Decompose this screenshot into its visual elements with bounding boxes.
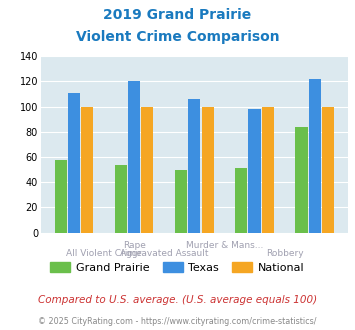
Bar [248, 109, 261, 233]
Bar [188, 99, 201, 233]
Bar [202, 107, 214, 233]
Text: 2019 Grand Prairie: 2019 Grand Prairie [103, 8, 252, 22]
Text: Murder & Mans...: Murder & Mans... [186, 241, 263, 250]
Bar [309, 79, 321, 233]
Bar [115, 165, 127, 233]
Bar [175, 170, 187, 233]
Bar [68, 93, 80, 233]
Text: Rape: Rape [123, 241, 146, 250]
Bar [81, 107, 93, 233]
Bar [141, 107, 153, 233]
Text: Violent Crime Comparison: Violent Crime Comparison [76, 30, 279, 44]
Bar [322, 107, 334, 233]
Text: Robbery: Robbery [266, 249, 304, 258]
Bar [128, 81, 140, 233]
Text: All Violent Crime: All Violent Crime [66, 249, 142, 258]
Bar [295, 127, 308, 233]
Text: © 2025 CityRating.com - https://www.cityrating.com/crime-statistics/: © 2025 CityRating.com - https://www.city… [38, 317, 317, 326]
Text: Compared to U.S. average. (U.S. average equals 100): Compared to U.S. average. (U.S. average … [38, 295, 317, 305]
Bar [235, 168, 247, 233]
Bar [55, 159, 67, 233]
Legend: Grand Prairie, Texas, National: Grand Prairie, Texas, National [46, 257, 309, 277]
Text: Aggravated Assault: Aggravated Assault [120, 249, 208, 258]
Bar [262, 107, 274, 233]
